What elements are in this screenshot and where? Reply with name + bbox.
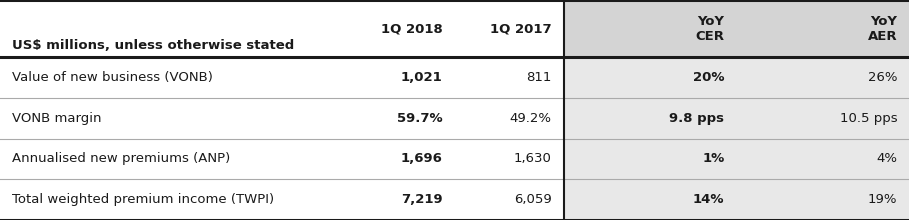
Text: 1Q 2017: 1Q 2017 [490, 22, 552, 35]
Text: 20%: 20% [693, 71, 724, 84]
Text: 14%: 14% [693, 193, 724, 206]
Text: 59.7%: 59.7% [397, 112, 443, 125]
Text: 1,021: 1,021 [401, 71, 443, 84]
Text: Annualised new premiums (ANP): Annualised new premiums (ANP) [12, 152, 230, 165]
Text: 1,696: 1,696 [401, 152, 443, 165]
Text: 19%: 19% [868, 193, 897, 206]
Text: YoY
CER: YoY CER [695, 15, 724, 43]
Bar [564, 98, 909, 139]
Text: 9.8 pps: 9.8 pps [669, 112, 724, 125]
Text: Total weighted premium income (TWPI): Total weighted premium income (TWPI) [12, 193, 274, 206]
Text: 6,059: 6,059 [514, 193, 552, 206]
Text: YoY
AER: YoY AER [867, 15, 897, 43]
Text: 1,630: 1,630 [514, 152, 552, 165]
Bar [564, 139, 909, 179]
Text: 26%: 26% [868, 71, 897, 84]
Text: 10.5 pps: 10.5 pps [840, 112, 897, 125]
Bar [564, 57, 909, 98]
Text: 1%: 1% [703, 152, 724, 165]
Text: US$ millions, unless otherwise stated: US$ millions, unless otherwise stated [12, 38, 295, 52]
Text: 811: 811 [526, 71, 552, 84]
Text: 4%: 4% [876, 152, 897, 165]
Text: 7,219: 7,219 [401, 193, 443, 206]
Text: 1Q 2018: 1Q 2018 [381, 22, 443, 35]
Bar [564, 179, 909, 220]
Text: VONB margin: VONB margin [12, 112, 101, 125]
Text: 49.2%: 49.2% [510, 112, 552, 125]
Bar [564, 0, 909, 57]
Text: Value of new business (VONB): Value of new business (VONB) [12, 71, 213, 84]
